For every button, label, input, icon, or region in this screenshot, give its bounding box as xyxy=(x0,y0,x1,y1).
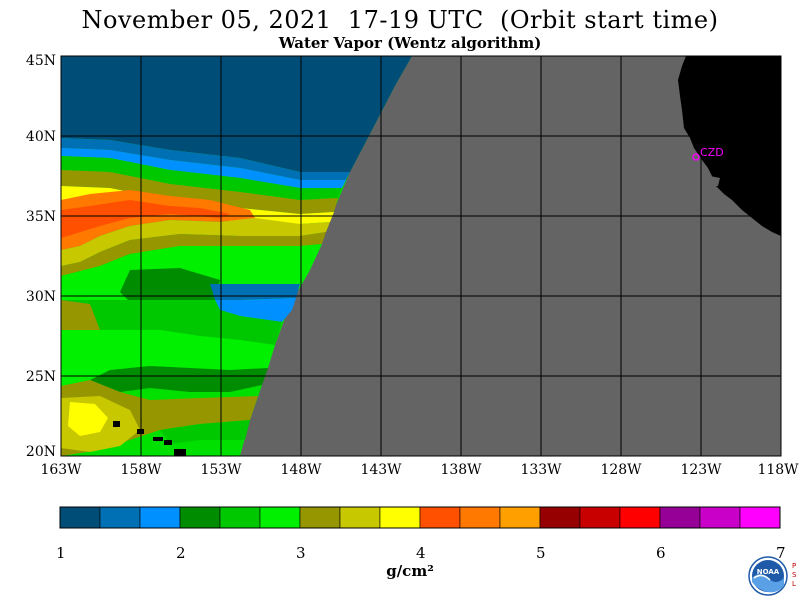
colorbar-swatch xyxy=(619,506,661,529)
vapor-band-12 xyxy=(90,366,268,392)
lat-label: 35N xyxy=(26,209,56,225)
vapor-band-1b xyxy=(61,138,350,180)
colorbar-tick: 3 xyxy=(296,544,306,562)
lon-label: 133W xyxy=(520,462,562,478)
colorbar-swatch xyxy=(339,506,381,529)
lon-label: 138W xyxy=(440,462,482,478)
vapor-yellow-core xyxy=(68,402,108,436)
colorbar-tick: 1 xyxy=(56,544,66,562)
psl-letters: PSL xyxy=(792,562,797,588)
longitude-labels: 163W 158W 153W 148W 143W 138W 133W 128W … xyxy=(40,462,799,478)
colorbar-tick: 4 xyxy=(416,544,426,562)
lat-label: 40N xyxy=(26,129,56,145)
lon-label: 163W xyxy=(40,462,82,478)
lon-label: 143W xyxy=(360,462,402,478)
colorbar-swatch xyxy=(419,506,461,529)
vapor-band-2 xyxy=(61,148,346,188)
lat-label: 25N xyxy=(26,369,56,385)
colorbar-swatch xyxy=(179,506,221,529)
colorbar-tick: 2 xyxy=(176,544,186,562)
colorbar-swatch xyxy=(139,506,181,529)
colorbar-swatch xyxy=(699,506,741,529)
colorbar-swatch xyxy=(739,506,781,529)
colorbar-swatch xyxy=(299,506,341,529)
vapor-dry-patch-dark xyxy=(210,284,300,300)
land-notch xyxy=(710,176,720,186)
vapor-band-14 xyxy=(160,420,250,444)
lat-label: 45N xyxy=(26,53,56,69)
vapor-band-3 xyxy=(61,156,342,200)
colorbar-swatch xyxy=(579,506,621,529)
colorbar xyxy=(59,506,781,529)
colorbar-swatch xyxy=(259,506,301,529)
station-label: CZD xyxy=(700,146,724,159)
colorbar-swatch xyxy=(379,506,421,529)
island-hawaii xyxy=(174,449,186,456)
colorbar-tick: 5 xyxy=(536,544,546,562)
map-frame xyxy=(60,55,782,457)
colorbar-swatch xyxy=(539,506,581,529)
colorbar-swatch xyxy=(459,506,501,529)
lon-label: 153W xyxy=(200,462,242,478)
lon-label: 118W xyxy=(757,462,799,478)
lat-label: 30N xyxy=(26,289,56,305)
colorbar-swatch xyxy=(99,506,141,529)
island-maui xyxy=(164,440,172,445)
colorbar-swatch xyxy=(219,506,261,529)
vapor-band-4 xyxy=(61,170,338,214)
lat-label: 20N xyxy=(26,444,56,460)
station-icon xyxy=(692,153,700,161)
lon-label: 128W xyxy=(600,462,642,478)
colorbar-tick: 6 xyxy=(656,544,666,562)
vapor-band-7 xyxy=(61,232,326,276)
island-molokai xyxy=(153,437,163,441)
island-kauai xyxy=(113,421,120,427)
vapor-band-6 xyxy=(61,218,330,266)
colorbar-units: g/cm² xyxy=(386,562,434,580)
latitude-labels: 45N 40N 35N 30N 25N 20N xyxy=(26,53,56,460)
station-marker: CZD xyxy=(692,146,724,161)
vapor-band-9 xyxy=(61,300,282,345)
land-california xyxy=(678,56,781,236)
lon-label: 123W xyxy=(680,462,722,478)
vapor-plume-red xyxy=(61,200,230,238)
map-title: November 05, 2021 17-19 UTC (Orbit start… xyxy=(81,6,719,34)
vapor-dry-patch xyxy=(215,298,296,322)
lon-label: 148W xyxy=(280,462,322,478)
colorbar-swatch xyxy=(499,506,541,529)
noaa-logo-text: NOAA xyxy=(757,568,780,576)
map-subtitle: Water Vapor (Wentz algorithm) xyxy=(278,34,542,52)
colorbar-frame xyxy=(59,506,781,529)
graticule xyxy=(61,56,781,456)
colorbar-swatch xyxy=(659,506,701,529)
lon-label: 158W xyxy=(120,462,162,478)
vapor-band-1 xyxy=(61,56,412,172)
noaa-logo: NOAA xyxy=(748,556,788,596)
colorbar-tick: 7 xyxy=(776,544,786,562)
colorbar-swatch xyxy=(59,506,101,529)
